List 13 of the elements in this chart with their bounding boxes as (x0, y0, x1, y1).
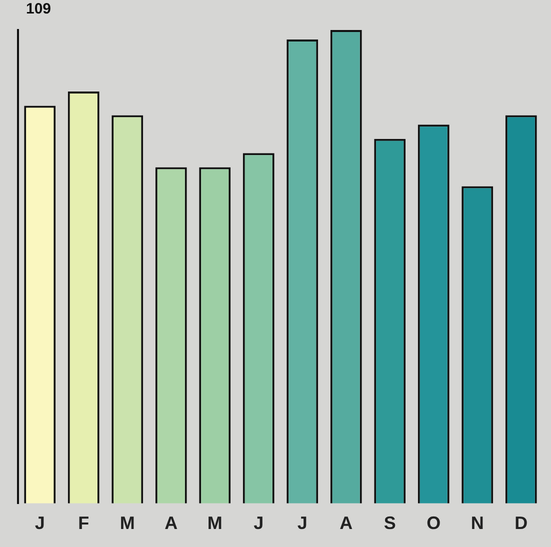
x-tick-label: M (120, 513, 135, 534)
x-tick-label: F (78, 513, 90, 534)
text: 109 (26, 0, 52, 18)
x-tick-label: D (514, 513, 528, 534)
x-tick-label: J (297, 513, 308, 534)
x-tick-label: J (254, 513, 264, 534)
x-tick-label: S (384, 513, 396, 534)
x-tick-label: N (470, 513, 484, 534)
x-tick-label: O (426, 513, 441, 534)
x-tick-label: J (34, 513, 45, 534)
x-tick-label: M (207, 513, 222, 534)
x-tick-label: A (164, 513, 178, 534)
x-tick-label: A (340, 513, 353, 534)
